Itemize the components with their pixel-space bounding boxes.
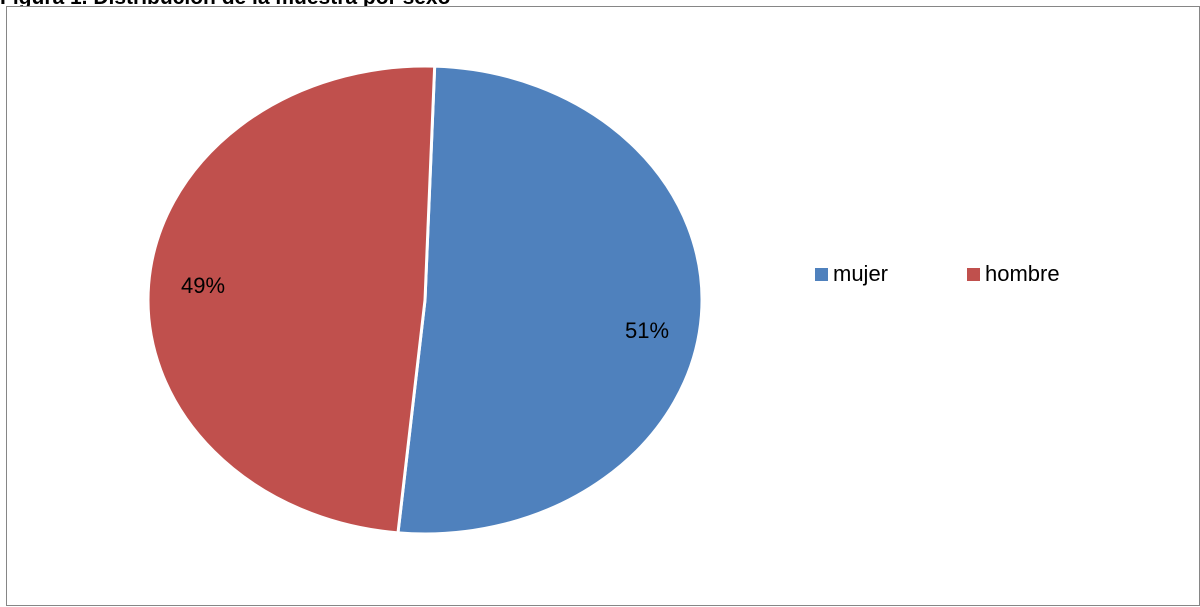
pie-slice-hombre xyxy=(146,64,437,535)
legend-label-hombre: hombre xyxy=(985,261,1060,286)
pie-slices xyxy=(146,64,704,536)
pie-slice-mujer xyxy=(396,64,704,536)
pie-chart: 51% 49% mujer hombre xyxy=(146,64,1060,536)
chart-legend: mujer hombre xyxy=(815,261,1060,286)
legend-swatch-hombre xyxy=(967,268,980,281)
legend-item-hombre: hombre xyxy=(967,261,1060,286)
legend-label-mujer: mujer xyxy=(833,261,888,286)
figure-caption: Figura 1. Distribución de la muestra por… xyxy=(0,0,450,10)
data-label-mujer: 51% xyxy=(625,318,669,343)
data-label-hombre: 49% xyxy=(181,273,225,298)
chart-frame: 51% 49% mujer hombre xyxy=(6,6,1200,606)
legend-item-mujer: mujer xyxy=(815,261,888,286)
legend-swatch-mujer xyxy=(815,268,828,281)
pie-data-labels: 51% 49% xyxy=(181,273,669,343)
